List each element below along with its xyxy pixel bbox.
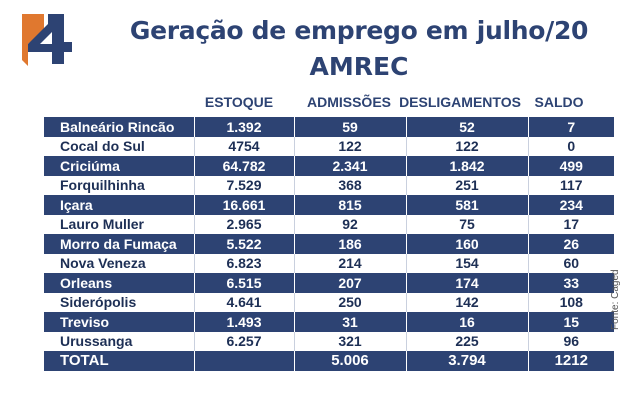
- chart-subtitle: AMREC: [309, 52, 409, 81]
- table-row: Nova Veneza 6.823 214 154 60: [44, 253, 614, 273]
- table-cell-value: 6.515: [194, 273, 295, 293]
- table-cell-municipality: Urussanga: [44, 331, 195, 351]
- chart-title: Geração de emprego em julho/20: [129, 16, 589, 45]
- table-cell-value: 581: [406, 195, 529, 215]
- table-cell-value: 321: [294, 331, 407, 351]
- table-row: Treviso 1.493 31 16 15: [44, 312, 614, 332]
- table-row: Forquilhinha 7.529 368 251 117: [44, 175, 614, 195]
- table-cell-value: 16.661: [194, 195, 295, 215]
- table-cell-value: 52: [406, 117, 529, 137]
- column-headers: ESTOQUE ADMISSÕES DESLIGAMENTOS SALDO: [44, 94, 614, 114]
- table-row: Balneário Rincão 1.392 59 52 7: [44, 117, 614, 137]
- table-cell-municipality: Criciúma: [44, 156, 195, 176]
- table-cell-municipality: Morro da Fumaça: [44, 234, 195, 254]
- table-cell-value: 2.965: [194, 214, 295, 234]
- table-cell-value: 174: [406, 273, 529, 293]
- table-row: Morro da Fumaça 5.522 186 160 26: [44, 234, 614, 254]
- logo-4-icon: [22, 14, 72, 66]
- table-cell-value: 815: [294, 195, 407, 215]
- table-cell-municipality: Orleans: [44, 273, 195, 293]
- table-body: Balneário Rincão 1.392 59 52 7 Cocal do Sul 47…: [44, 117, 614, 371]
- table-cell-value: 4.641: [194, 292, 295, 312]
- column-header-saldo: SALDO: [534, 94, 584, 110]
- table-cell-value: 2.341: [294, 156, 407, 176]
- table-cell-value: 122: [406, 136, 529, 156]
- table-cell-value: 15: [528, 312, 614, 332]
- source-note: Fonte: Caged: [610, 269, 621, 330]
- column-header-estoque: ESTOQUE: [204, 94, 274, 110]
- table-cell-value: [194, 351, 295, 371]
- table-cell-municipality: Balneário Rincão: [44, 117, 195, 137]
- table-cell-value: 154: [406, 253, 529, 273]
- table-cell-value: 250: [294, 292, 407, 312]
- table-cell-value: 96: [528, 331, 614, 351]
- table-cell-municipality: Siderópolis: [44, 292, 195, 312]
- table-cell-municipality: Treviso: [44, 312, 195, 332]
- data-table: Balneário Rincão 1.392 59 52 7 Cocal do Sul 47…: [44, 117, 614, 371]
- table-cell-value: 368: [294, 175, 407, 195]
- table-cell-municipality: Cocal do Sul: [44, 136, 195, 156]
- table-cell-value: 1.842: [406, 156, 529, 176]
- column-header-admissoes: ADMISSÕES: [306, 94, 391, 110]
- table-cell-value: 225: [406, 331, 529, 351]
- table-cell-value: 214: [294, 253, 407, 273]
- table-cell-value: 6.257: [194, 331, 295, 351]
- table-total-row: TOTAL 5.006 3.794 1212: [44, 351, 614, 371]
- table-cell-value: 499: [528, 156, 614, 176]
- table-cell-value: 251: [406, 175, 529, 195]
- table-cell-value: 33: [528, 273, 614, 293]
- table-cell-value: 17: [528, 214, 614, 234]
- table-cell-value: 16: [406, 312, 529, 332]
- table-cell-value: 64.782: [194, 156, 295, 176]
- table-cell-municipality: Içara: [44, 195, 195, 215]
- table-cell-municipality: Nova Veneza: [44, 253, 195, 273]
- table-cell-value: 7.529: [194, 175, 295, 195]
- table-row: Lauro Muller 2.965 92 75 17: [44, 214, 614, 234]
- table-cell-value: 160: [406, 234, 529, 254]
- table-cell-value: 59: [294, 117, 407, 137]
- table-cell-value: 60: [528, 253, 614, 273]
- table-cell-value: 117: [528, 175, 614, 195]
- table-cell-value: 75: [406, 214, 529, 234]
- table-cell-value: 7: [528, 117, 614, 137]
- table-cell-municipality: Forquilhinha: [44, 175, 195, 195]
- table-cell-value: 122: [294, 136, 407, 156]
- table-cell-municipality: TOTAL: [44, 351, 195, 371]
- table-cell-value: 186: [294, 234, 407, 254]
- table-cell-value: 26: [528, 234, 614, 254]
- table-cell-municipality: Lauro Muller: [44, 214, 195, 234]
- table-cell-value: 1.392: [194, 117, 295, 137]
- table-row: Orleans 6.515 207 174 33: [44, 273, 614, 293]
- column-header-desligamentos: DESLIGAMENTOS: [399, 94, 521, 110]
- table-cell-value: 92: [294, 214, 407, 234]
- table-cell-value: 4754: [194, 136, 295, 156]
- table-row: Cocal do Sul 4754 122 122 0: [44, 136, 614, 156]
- table-cell-value: 0: [528, 136, 614, 156]
- table-cell-value: 5.522: [194, 234, 295, 254]
- table-cell-value: 108: [528, 292, 614, 312]
- table-cell-value: 1212: [528, 351, 614, 371]
- table-cell-value: 5.006: [294, 351, 407, 371]
- table-cell-value: 6.823: [194, 253, 295, 273]
- table-row: Içara 16.661 815 581 234: [44, 195, 614, 215]
- table-cell-value: 234: [528, 195, 614, 215]
- table-cell-value: 142: [406, 292, 529, 312]
- table-cell-value: 1.493: [194, 312, 295, 332]
- table-row: Siderópolis 4.641 250 142 108: [44, 292, 614, 312]
- table-cell-value: 207: [294, 273, 407, 293]
- table-row: Criciúma 64.782 2.341 1.842 499: [44, 156, 614, 176]
- table-cell-value: 31: [294, 312, 407, 332]
- table-row: Urussanga 6.257 321 225 96: [44, 331, 614, 351]
- table-cell-value: 3.794: [406, 351, 529, 371]
